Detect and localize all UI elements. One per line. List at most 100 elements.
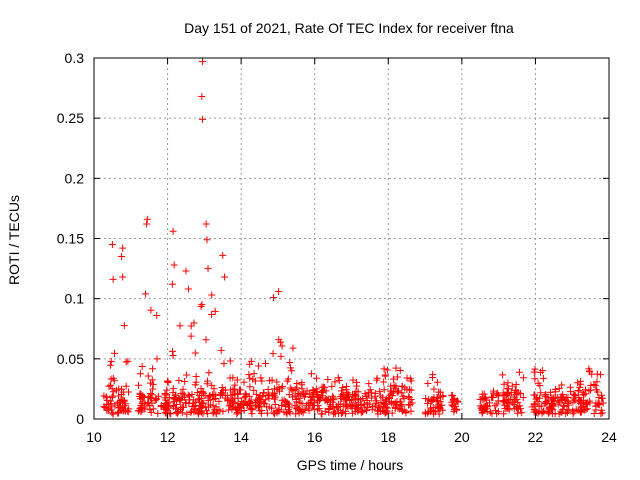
data-point [449,395,457,403]
data-point [270,409,278,417]
data-point [403,374,411,382]
data-point [163,410,171,418]
data-point [240,378,248,386]
data-point [388,409,396,417]
data-point [154,392,162,400]
data-point [576,383,584,391]
data-point [381,371,389,379]
data-point [595,400,603,408]
data-point [153,355,161,363]
data-point [424,409,432,417]
data-point [292,410,300,418]
data-point [531,391,539,399]
data-point [226,357,234,365]
data-point [226,401,234,409]
data-point [511,386,519,394]
data-point [531,375,539,383]
data-point [203,236,211,244]
y-tick-label: 0.25 [57,110,84,126]
data-point [344,403,352,411]
data-point [202,220,210,228]
data-point [505,396,513,404]
x-tick-label: 20 [454,429,470,445]
data-point [174,408,182,416]
data-point [338,409,346,417]
data-point [246,383,254,391]
data-point [168,280,176,288]
data-point [271,401,279,409]
data-point [406,375,414,383]
data-point [325,406,333,414]
data-point [483,403,491,411]
data-point [323,397,331,405]
data-point [205,369,213,377]
data-point [424,379,432,387]
data-point [169,227,177,235]
data-point [235,407,243,415]
data-point [339,384,347,392]
data-point [394,389,402,397]
data-point [512,381,520,389]
data-point [264,391,272,399]
data-point [504,388,512,396]
data-point [148,376,156,384]
data-point [574,386,582,394]
data-point [170,261,178,269]
data-point [197,387,205,395]
data-point [199,58,207,66]
data-point [180,391,188,399]
data-point [176,322,184,330]
data-point [209,395,217,403]
chart-title: Day 151 of 2021, Rate Of TEC Index for r… [184,20,514,36]
data-point [357,401,365,409]
data-point [163,391,171,399]
data-point [535,402,543,410]
data-point [305,404,313,412]
data-point [138,393,146,401]
data-point [574,379,582,387]
data-point [530,368,538,376]
data-point [191,349,199,357]
data-point [120,322,128,330]
data-point [217,346,225,354]
data-point [108,385,116,393]
data-point [197,302,205,310]
data-point [141,405,149,413]
data-point [138,362,146,370]
data-point [499,371,507,379]
data-point [530,408,538,416]
data-point [338,391,346,399]
data-point [542,398,550,406]
data-point [331,378,339,386]
data-point [490,389,498,397]
data-point [250,370,258,378]
data-point [438,401,446,409]
data-point [228,405,236,413]
data-point [310,405,318,413]
data-point [508,382,516,390]
data-point [379,394,387,402]
data-point [348,409,356,417]
data-point [219,407,227,415]
data-point [531,365,539,373]
data-point [574,406,582,414]
data-point [262,359,270,367]
data-point [318,388,326,396]
data-point [116,404,124,412]
data-point [450,406,458,414]
data-point [120,407,128,415]
data-point [388,389,396,397]
data-point [246,374,254,382]
data-point [597,410,605,418]
data-point [516,405,524,413]
data-point [422,394,430,402]
data-point [118,253,126,261]
data-point [252,398,260,406]
data-point [354,388,362,396]
data-point [363,399,371,407]
data-point [585,365,593,373]
data-point [294,406,302,414]
data-point [431,408,439,416]
data-point [306,401,314,409]
